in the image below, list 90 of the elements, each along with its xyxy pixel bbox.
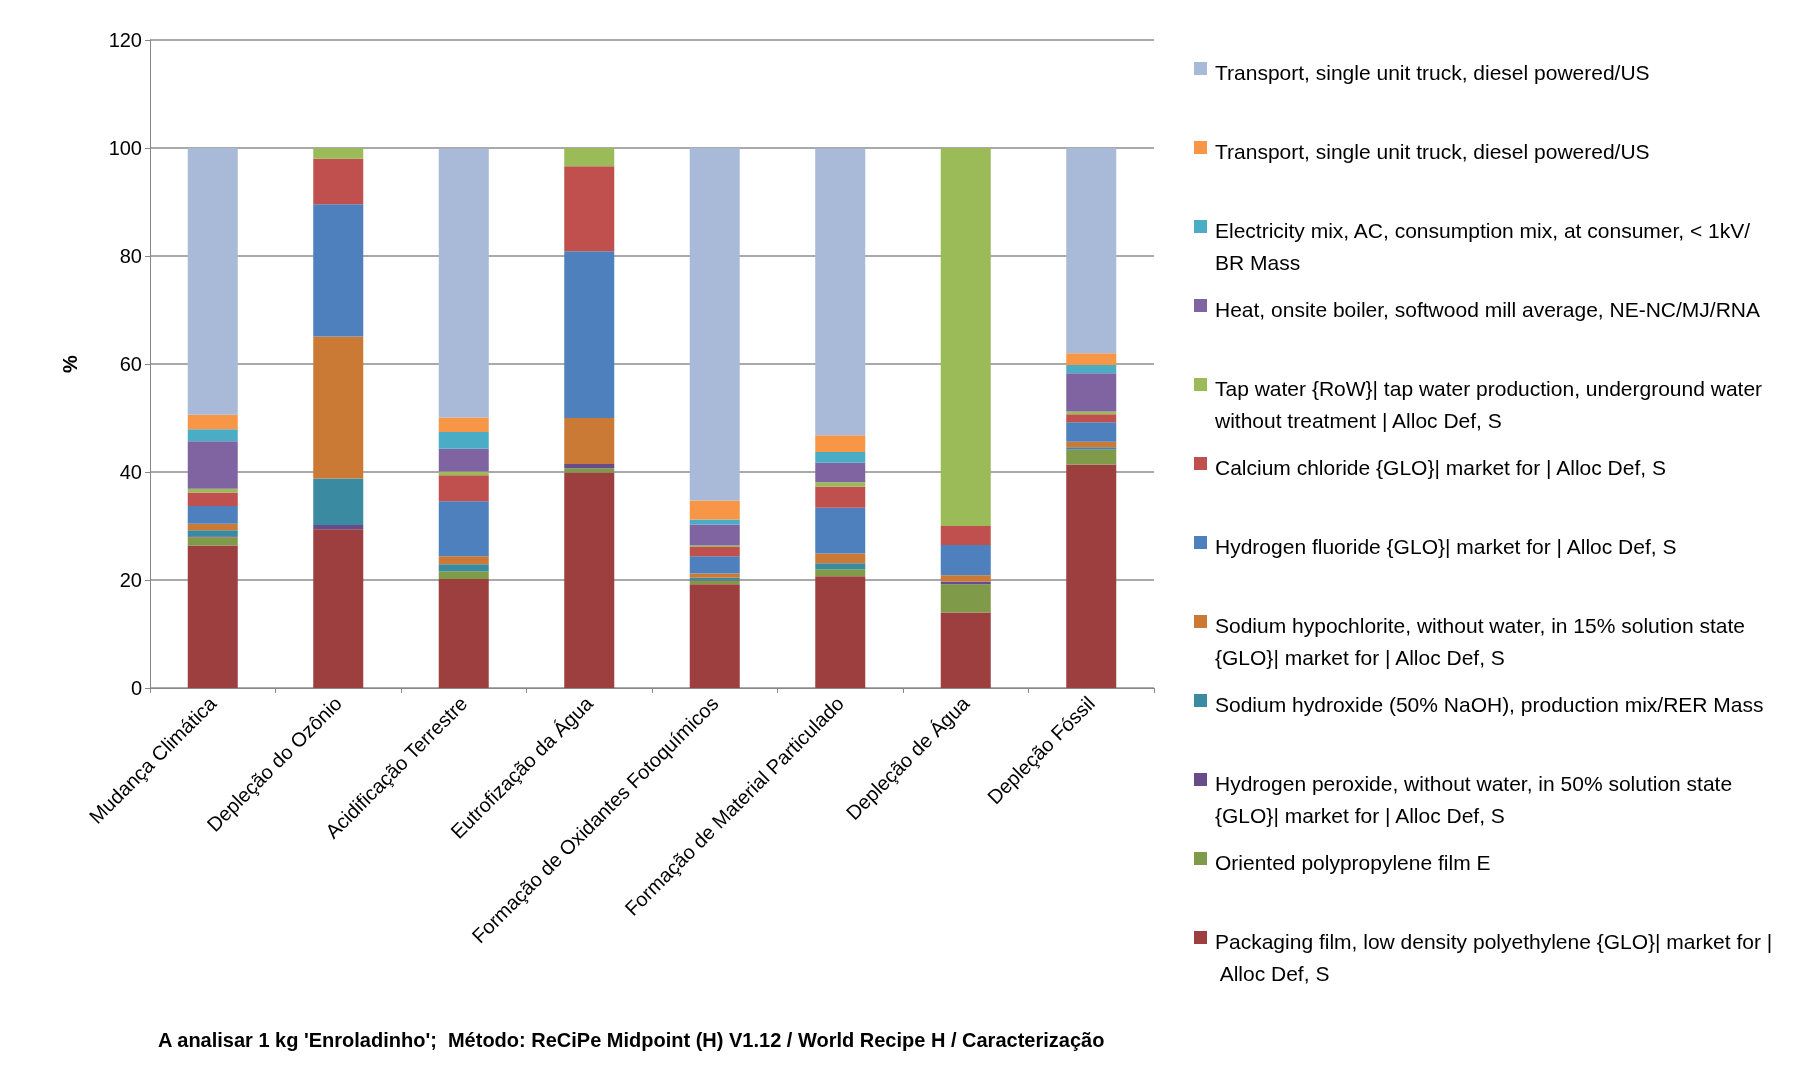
- bar: [564, 251, 615, 418]
- bar: [689, 573, 740, 578]
- bar: [313, 478, 364, 525]
- bar: [815, 507, 866, 554]
- bar: [940, 612, 991, 688]
- bar: [1066, 148, 1117, 354]
- legend-label: Electricity mix, AC, consumption mix, at consumer, < 1kV/BR Mass: [1215, 218, 1751, 274]
- bar: [438, 571, 489, 579]
- bar: [438, 578, 489, 688]
- bar: [1066, 449, 1117, 465]
- bar: [187, 488, 238, 493]
- bar: [438, 471, 489, 476]
- bar: [313, 336, 364, 479]
- bar: [1066, 373, 1117, 412]
- text: A analisar 1 kg 'Enroladinho'; Método: ReCiPe Midpoint (H) V1.12 / World Recipe H / Caracterização: [158, 1029, 1105, 1051]
- bar: [1066, 464, 1117, 688]
- legend-label: Packaging film, low density polyethylene {GLO}| market for | Alloc Def, S: [1215, 929, 1773, 985]
- bar: [1066, 353, 1117, 366]
- bar: [815, 553, 866, 564]
- bar: [187, 492, 238, 507]
- y-axis-title: %: [59, 354, 81, 373]
- bar: [564, 166, 615, 252]
- y-tick-label: 20: [119, 569, 142, 591]
- bar: [187, 545, 238, 688]
- bar: [689, 556, 740, 574]
- bar: [815, 486, 866, 508]
- bar: [1066, 422, 1117, 442]
- legend-label: Sodium hypochlorite, without water, in 15% solution state {GLO}| market for | Alloc Def, S: [1215, 613, 1751, 669]
- legend-label: Tap water {RoW}| tap water production, underground water without treatment | Alloc Def, S: [1214, 376, 1768, 432]
- bar: [187, 506, 238, 524]
- legend-label: Hydrogen fluoride {GLO}| market for | Alloc Def, S: [1215, 534, 1677, 558]
- bar: [187, 148, 238, 415]
- bar: [313, 148, 364, 159]
- bar: [940, 148, 991, 526]
- bar: [438, 432, 489, 449]
- bar: [187, 414, 238, 430]
- bar: [689, 500, 740, 520]
- legend-label: Calcium chloride {GLO}| market for | Alloc Def, S: [1215, 455, 1666, 479]
- bar: [187, 530, 238, 537]
- bar: [187, 537, 238, 546]
- bar: [940, 575, 991, 582]
- y-tick-label: 0: [130, 677, 142, 699]
- bar: [187, 441, 238, 489]
- bar: [815, 569, 866, 577]
- bar: [438, 475, 489, 502]
- bar: [313, 204, 364, 337]
- bar: [564, 148, 615, 167]
- bar: [1066, 365, 1117, 374]
- bar: [689, 148, 740, 501]
- bar: [1066, 414, 1117, 423]
- bar: [438, 501, 489, 557]
- bar: [313, 529, 364, 688]
- y-tick-label: 100: [108, 137, 142, 159]
- bar: [438, 564, 489, 572]
- bar: [689, 547, 740, 557]
- bar: [187, 523, 238, 531]
- legend-label: Oriented polypropylene film E: [1215, 850, 1491, 874]
- bar: [1066, 441, 1117, 448]
- legend-label: Sodium hydroxide (50% NaOH), production mix/RER Mass: [1215, 692, 1764, 716]
- bar: [940, 584, 991, 613]
- bar: [438, 556, 489, 565]
- bar: [187, 429, 238, 442]
- legend-label: Hydrogen peroxide, without water, in 50% solution state {GLO}| market for | Alloc Def, S: [1215, 771, 1738, 827]
- bar: [940, 544, 991, 576]
- bar: [438, 148, 489, 418]
- bar: [815, 435, 866, 453]
- bar: [815, 462, 866, 483]
- bar: [940, 526, 991, 545]
- bar: [815, 482, 866, 487]
- bar: [313, 524, 364, 530]
- bar: [564, 418, 615, 464]
- legend-label: Transport, single unit truck, diesel powered/US: [1215, 139, 1650, 163]
- bar: [438, 417, 489, 433]
- bar: [689, 584, 740, 688]
- bar: [313, 158, 364, 205]
- bar: [815, 576, 866, 688]
- bar: [564, 472, 615, 688]
- y-tick-label: 40: [119, 461, 142, 483]
- bar: [815, 452, 866, 463]
- bar: [815, 148, 866, 436]
- bar: [689, 524, 740, 546]
- bar: [564, 468, 615, 473]
- legend-label: Transport, single unit truck, diesel powered/US: [1215, 60, 1650, 84]
- y-tick-label: 80: [119, 245, 142, 267]
- y-tick-label: 120: [108, 29, 142, 51]
- bar: [438, 448, 489, 472]
- bar: [564, 463, 615, 469]
- y-tick-label: 60: [119, 353, 142, 375]
- legend-label: Heat, onsite boiler, softwood mill average, NE-NC/MJ/RNA: [1215, 297, 1761, 321]
- bar: [815, 563, 866, 570]
